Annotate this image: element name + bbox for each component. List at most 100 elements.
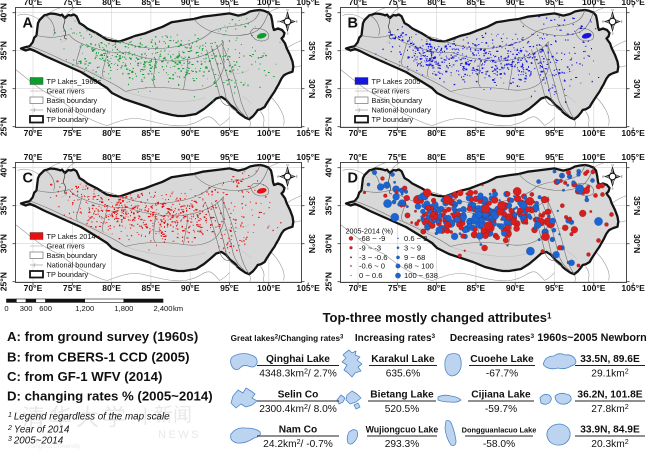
svg-text:293.3%: 293.3% — [385, 439, 420, 450]
svg-text:105°E: 105°E — [621, 152, 645, 162]
svg-text:B: B — [348, 16, 358, 32]
svg-text:1960s~2005 Newborn: 1960s~2005 Newborn — [537, 332, 647, 344]
svg-text:90°E: 90°E — [181, 0, 200, 7]
svg-text:85°E: 85°E — [467, 152, 486, 162]
svg-text:9 ~ 68: 9 ~ 68 — [404, 253, 425, 262]
svg-text:Increasing rates3: Increasing rates3 — [355, 333, 436, 344]
svg-text:0: 0 — [4, 304, 8, 313]
svg-text:70°E: 70°E — [24, 152, 43, 162]
svg-text:30°N: 30°N — [0, 234, 9, 253]
svg-text:105°E: 105°E — [296, 152, 320, 162]
svg-text:80°E: 80°E — [427, 152, 446, 162]
svg-text:National boundary: National boundary — [47, 106, 107, 115]
svg-text:105°E: 105°E — [621, 283, 645, 293]
svg-text:2300.4km2/ 8.0%: 2300.4km2/ 8.0% — [259, 403, 337, 415]
svg-text:85°E: 85°E — [142, 152, 161, 162]
svg-text:40°N: 40°N — [324, 158, 334, 177]
svg-text:100°E: 100°E — [257, 0, 281, 7]
svg-text:Great rivers: Great rivers — [47, 87, 85, 96]
svg-text:95°E: 95°E — [545, 152, 564, 162]
svg-text:Great lakes2/Changing rates3: Great lakes2/Changing rates3 — [231, 334, 344, 343]
svg-text:85°E: 85°E — [467, 0, 486, 7]
svg-text:35°N: 35°N — [0, 196, 9, 215]
svg-text:95°E: 95°E — [545, 128, 564, 138]
svg-text:Karakul Lake: Karakul Lake — [371, 354, 435, 365]
svg-text:-9 ~ -3: -9 ~ -3 — [359, 244, 381, 253]
svg-text:80°E: 80°E — [427, 0, 446, 7]
svg-text:25°N: 25°N — [324, 117, 334, 136]
svg-text:25°N: 25°N — [0, 117, 9, 136]
svg-text:105°E: 105°E — [621, 0, 645, 7]
svg-text:35°N: 35°N — [632, 196, 642, 215]
svg-text:70°E: 70°E — [349, 152, 368, 162]
svg-text:4348.3km2/ 2.7%: 4348.3km2/ 2.7% — [259, 367, 337, 379]
svg-text:100°E: 100°E — [257, 152, 281, 162]
svg-text:75°E: 75°E — [388, 152, 407, 162]
svg-text:70°E: 70°E — [349, 128, 368, 138]
svg-text:24.2km2/ -0.7%: 24.2km2/ -0.7% — [263, 438, 333, 450]
svg-text:95°E: 95°E — [220, 0, 239, 7]
svg-text:Nam Co: Nam Co — [279, 425, 318, 436]
svg-text:85°E: 85°E — [142, 0, 161, 7]
svg-text:C: from GF-1 WFV (2014): C: from GF-1 WFV (2014) — [7, 369, 162, 384]
svg-text:40°N: 40°N — [324, 3, 334, 22]
svg-text:100°E: 100°E — [582, 152, 606, 162]
svg-text:29.1km2: 29.1km2 — [591, 367, 628, 379]
svg-text:3 ~ 9: 3 ~ 9 — [404, 244, 421, 253]
svg-text:36.2N, 101.8E: 36.2N, 101.8E — [577, 390, 642, 401]
svg-text:Wujiongcuo Lake: Wujiongcuo Lake — [366, 425, 439, 435]
svg-text:-3 ~ -0.6: -3 ~ -0.6 — [359, 253, 388, 262]
svg-text:85°E: 85°E — [467, 283, 486, 293]
svg-text:Selin Co: Selin Co — [278, 390, 319, 401]
svg-text:20.3km2: 20.3km2 — [591, 438, 628, 450]
svg-text:Dongguanlacuo Lake: Dongguanlacuo Lake — [462, 426, 537, 435]
svg-text:0.6 ~ 3: 0.6 ~ 3 — [404, 234, 427, 243]
svg-text:B: from CBERS-1 CCD (2005): B: from CBERS-1 CCD (2005) — [7, 350, 189, 365]
svg-text:A: from ground survey (1960s): A: from ground survey (1960s) — [7, 329, 198, 344]
svg-text:TP Lakes_1960s: TP Lakes_1960s — [47, 77, 102, 86]
svg-text:-68 ~ -9: -68 ~ -9 — [359, 234, 385, 243]
svg-text:100°E: 100°E — [257, 128, 281, 138]
svg-text:30°N: 30°N — [324, 79, 334, 98]
svg-text:2005-2014 (%): 2005-2014 (%) — [346, 227, 394, 236]
svg-text:|: | — [143, 405, 148, 425]
svg-text:35°N: 35°N — [324, 41, 334, 60]
svg-text:30°N: 30°N — [307, 79, 317, 98]
svg-text:2,400: 2,400 — [153, 304, 172, 313]
svg-text:80°E: 80°E — [102, 0, 121, 7]
svg-text:27.8km2: 27.8km2 — [591, 403, 628, 415]
svg-text:90°E: 90°E — [181, 152, 200, 162]
svg-text:-67.7%: -67.7% — [486, 369, 518, 380]
svg-text:Bietang Lake: Bietang Lake — [370, 390, 434, 401]
svg-text:635.6%: 635.6% — [386, 369, 421, 380]
svg-text:80°E: 80°E — [427, 283, 446, 293]
svg-text:35°N: 35°N — [632, 41, 642, 60]
svg-text:Great rivers: Great rivers — [372, 87, 410, 96]
svg-text:90°E: 90°E — [506, 152, 525, 162]
svg-text:km: km — [173, 304, 183, 313]
svg-text:105°E: 105°E — [296, 283, 320, 293]
svg-text:70°E: 70°E — [24, 128, 43, 138]
svg-text:TP Lakes 2014: TP Lakes 2014 — [47, 232, 96, 241]
svg-text:30°N: 30°N — [632, 234, 642, 253]
svg-text:TP boundary: TP boundary — [372, 115, 414, 124]
svg-text:75°E: 75°E — [63, 128, 82, 138]
svg-text:30°N: 30°N — [324, 234, 334, 253]
svg-text:100 ~ 638: 100 ~ 638 — [404, 271, 438, 280]
svg-text:105°E: 105°E — [296, 128, 320, 138]
svg-text:100°E: 100°E — [257, 283, 281, 293]
svg-text:Decreasing rates3: Decreasing rates3 — [450, 333, 535, 344]
svg-text:40°N: 40°N — [0, 3, 9, 22]
svg-text:75°E: 75°E — [388, 283, 407, 293]
svg-text:35°N: 35°N — [324, 196, 334, 215]
svg-text:-59.7%: -59.7% — [485, 404, 517, 415]
svg-text:D: D — [348, 171, 358, 187]
svg-text:A: A — [23, 16, 34, 32]
svg-text:70°E: 70°E — [349, 283, 368, 293]
svg-text:Basin boundary: Basin boundary — [372, 96, 423, 105]
svg-text:75°E: 75°E — [388, 128, 407, 138]
svg-text:National boundary: National boundary — [47, 261, 107, 270]
svg-text:30°N: 30°N — [0, 79, 9, 98]
svg-text:80°E: 80°E — [102, 152, 121, 162]
svg-text:85°E: 85°E — [467, 128, 486, 138]
